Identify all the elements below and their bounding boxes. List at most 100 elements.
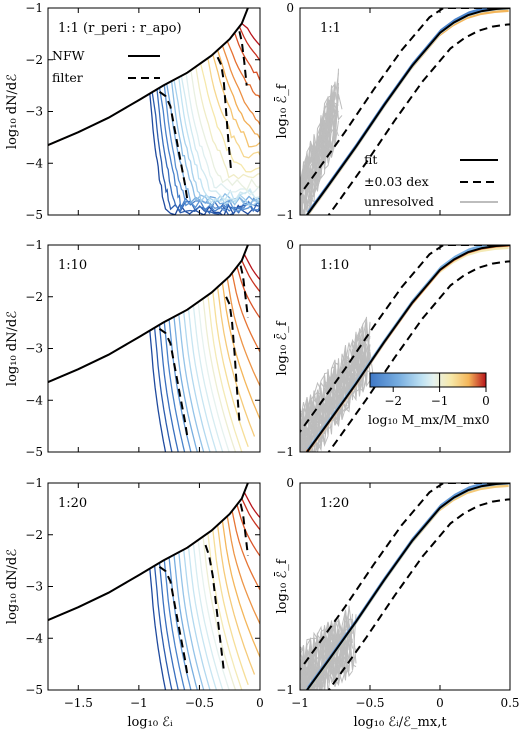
left-y-tick-label: −3	[25, 105, 43, 119]
left-panel-label: 1:20	[58, 496, 87, 511]
filter-curve	[239, 265, 249, 318]
nfw-curve	[48, 483, 249, 622]
energy-distribution-curve	[48, 252, 260, 383]
right-panel-label: 1:20	[320, 496, 349, 511]
right-axes-frame	[299, 7, 511, 216]
colorbar-tick-label: 0	[482, 394, 490, 408]
right-panel: −1 −0.5 0 0.5 −1 0 log₁₀ ℰ̄_f 1:20	[274, 476, 520, 710]
left-x-tick-label: −1	[130, 696, 148, 710]
energy-distribution-curve	[48, 545, 218, 690]
right-y-tick-label: 0	[286, 238, 294, 252]
right-curves	[300, 245, 510, 452]
right-y-tick-label: 0	[286, 1, 294, 15]
energy-distribution-curve	[48, 538, 230, 690]
legend-dex-label: ±0.03 dex	[364, 174, 429, 189]
energy-distribution-curve	[48, 329, 167, 452]
legend-unresolved-label: unresolved	[364, 194, 434, 209]
colorbar-tick-label: −2	[384, 394, 402, 408]
left-y-axis-label: log₁₀ dN/dℰ	[5, 311, 20, 386]
right-panel: −1 0 log₁₀ ℰ̄_f 1:10	[274, 238, 511, 459]
right-panel-label: 1:10	[320, 258, 349, 273]
energy-distribution-curve	[48, 307, 218, 452]
fit-curve	[306, 8, 510, 215]
left-y-axis-label: log₁₀ dN/dℰ	[5, 74, 20, 149]
left-axes-frame	[47, 244, 261, 453]
legend-fit-label: fit	[364, 152, 377, 167]
right-y-tick-label: 0	[286, 476, 294, 490]
left-axes-frame	[47, 7, 261, 216]
right-axes-frame	[299, 482, 511, 691]
energy-distribution-curve	[48, 72, 260, 196]
left-x-tick-label: 0	[256, 696, 264, 710]
energy-distribution-curve	[48, 515, 260, 626]
right-panel: −1 0 log₁₀ ℰ̄_f 1:1	[274, 1, 511, 222]
legend-right: fit ±0.03 dex unresolved	[364, 152, 498, 209]
energy-distribution-curve	[48, 558, 186, 690]
energy-distribution-curve	[48, 320, 186, 452]
left-y-tick-label: −5	[25, 683, 43, 697]
right-x-tick-label: 0.5	[500, 696, 519, 710]
left-panel-label: 1:10	[58, 258, 87, 273]
left-curves	[48, 245, 260, 452]
left-y-tick-label: −1	[25, 1, 43, 15]
fit-lower-dex-curve	[327, 23, 510, 215]
fit-lower-dex-curve	[327, 260, 510, 452]
right-panel-label: 1:1	[320, 21, 341, 36]
nfw-curve	[48, 245, 249, 384]
right-y-tick-label: −1	[276, 683, 294, 697]
nfw-curve	[48, 8, 249, 147]
energy-distribution-curve	[48, 53, 260, 148]
left-y-tick-label: −1	[25, 476, 43, 490]
energy-distribution-curve	[48, 82, 260, 205]
left-y-tick-label: −3	[25, 580, 43, 594]
filter-curve	[158, 90, 189, 200]
energy-distribution-curve	[48, 532, 243, 690]
fit-curve	[306, 483, 510, 690]
left-y-tick-label: −3	[25, 342, 43, 356]
legend-nfw-label: NFW	[52, 48, 85, 63]
fit-upper-dex-curve	[300, 245, 500, 434]
unresolved-curve	[300, 103, 339, 185]
left-y-tick-label: −4	[25, 631, 43, 645]
energy-distribution-curve	[48, 567, 167, 690]
energy-distribution-curve	[48, 564, 173, 690]
colorbar-gradient	[369, 372, 487, 388]
energy-distribution-curve	[48, 300, 230, 452]
colorbar-tick-label: −1	[431, 394, 449, 408]
energy-distribution-curve	[48, 78, 260, 207]
left-panel: −5 −4 −3 −2 −1 log₁₀ dN/dℰ 1:10	[5, 238, 261, 459]
unresolved-curve	[300, 354, 371, 452]
filter-curve	[239, 503, 249, 556]
right-curves	[300, 483, 510, 690]
energy-distribution-curve	[48, 323, 179, 452]
left-y-tick-label: −5	[25, 445, 43, 459]
filter-curve	[158, 327, 189, 437]
energy-distribution-curve	[48, 553, 198, 690]
unresolved-curve	[301, 94, 343, 215]
right-x-tick-label: −0.5	[355, 696, 384, 710]
energy-distribution-curve	[48, 315, 198, 452]
left-curves	[48, 483, 260, 690]
filter-curve	[238, 31, 248, 86]
right-y-tick-label: −1	[276, 208, 294, 222]
energy-distribution-curve	[48, 25, 260, 146]
energy-distribution-curve	[48, 294, 243, 452]
left-curves	[48, 8, 260, 215]
legend-filter-label: filter	[52, 70, 83, 85]
left-y-tick-label: −2	[25, 290, 43, 304]
panels-group: −5 −4 −3 −2 −1 log₁₀ dN/dℰ 1:1 (r_peri : r_apo…	[5, 1, 520, 710]
right-curves	[300, 8, 510, 215]
fit-upper-dex-curve	[300, 483, 500, 672]
energy-distribution-curve	[48, 326, 173, 452]
left-x-tick-label: −0.5	[185, 696, 214, 710]
right-y-tick-label: −1	[276, 445, 294, 459]
right-x-axis-label: log₁₀ ℰᵢ/ℰ_mx,t	[353, 715, 447, 730]
energy-distribution-curve	[48, 304, 224, 452]
fit-curve	[306, 245, 510, 452]
left-y-tick-label: −2	[25, 528, 43, 542]
energy-distribution-curve	[48, 74, 260, 202]
energy-distribution-curve	[48, 519, 260, 659]
right-y-axis-label: log₁₀ ℰ̄_f	[274, 320, 290, 375]
filter-curve	[158, 565, 189, 675]
